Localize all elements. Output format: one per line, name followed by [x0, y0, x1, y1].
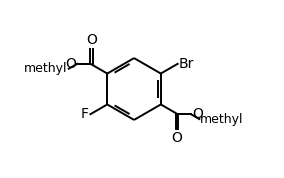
- Text: methyl: methyl: [24, 62, 68, 75]
- Text: O: O: [86, 33, 97, 46]
- Text: methyl: methyl: [200, 112, 244, 125]
- Text: F: F: [81, 107, 89, 121]
- Text: O: O: [171, 132, 182, 145]
- Text: O: O: [192, 107, 203, 121]
- Text: O: O: [65, 57, 76, 71]
- Text: Br: Br: [179, 57, 195, 71]
